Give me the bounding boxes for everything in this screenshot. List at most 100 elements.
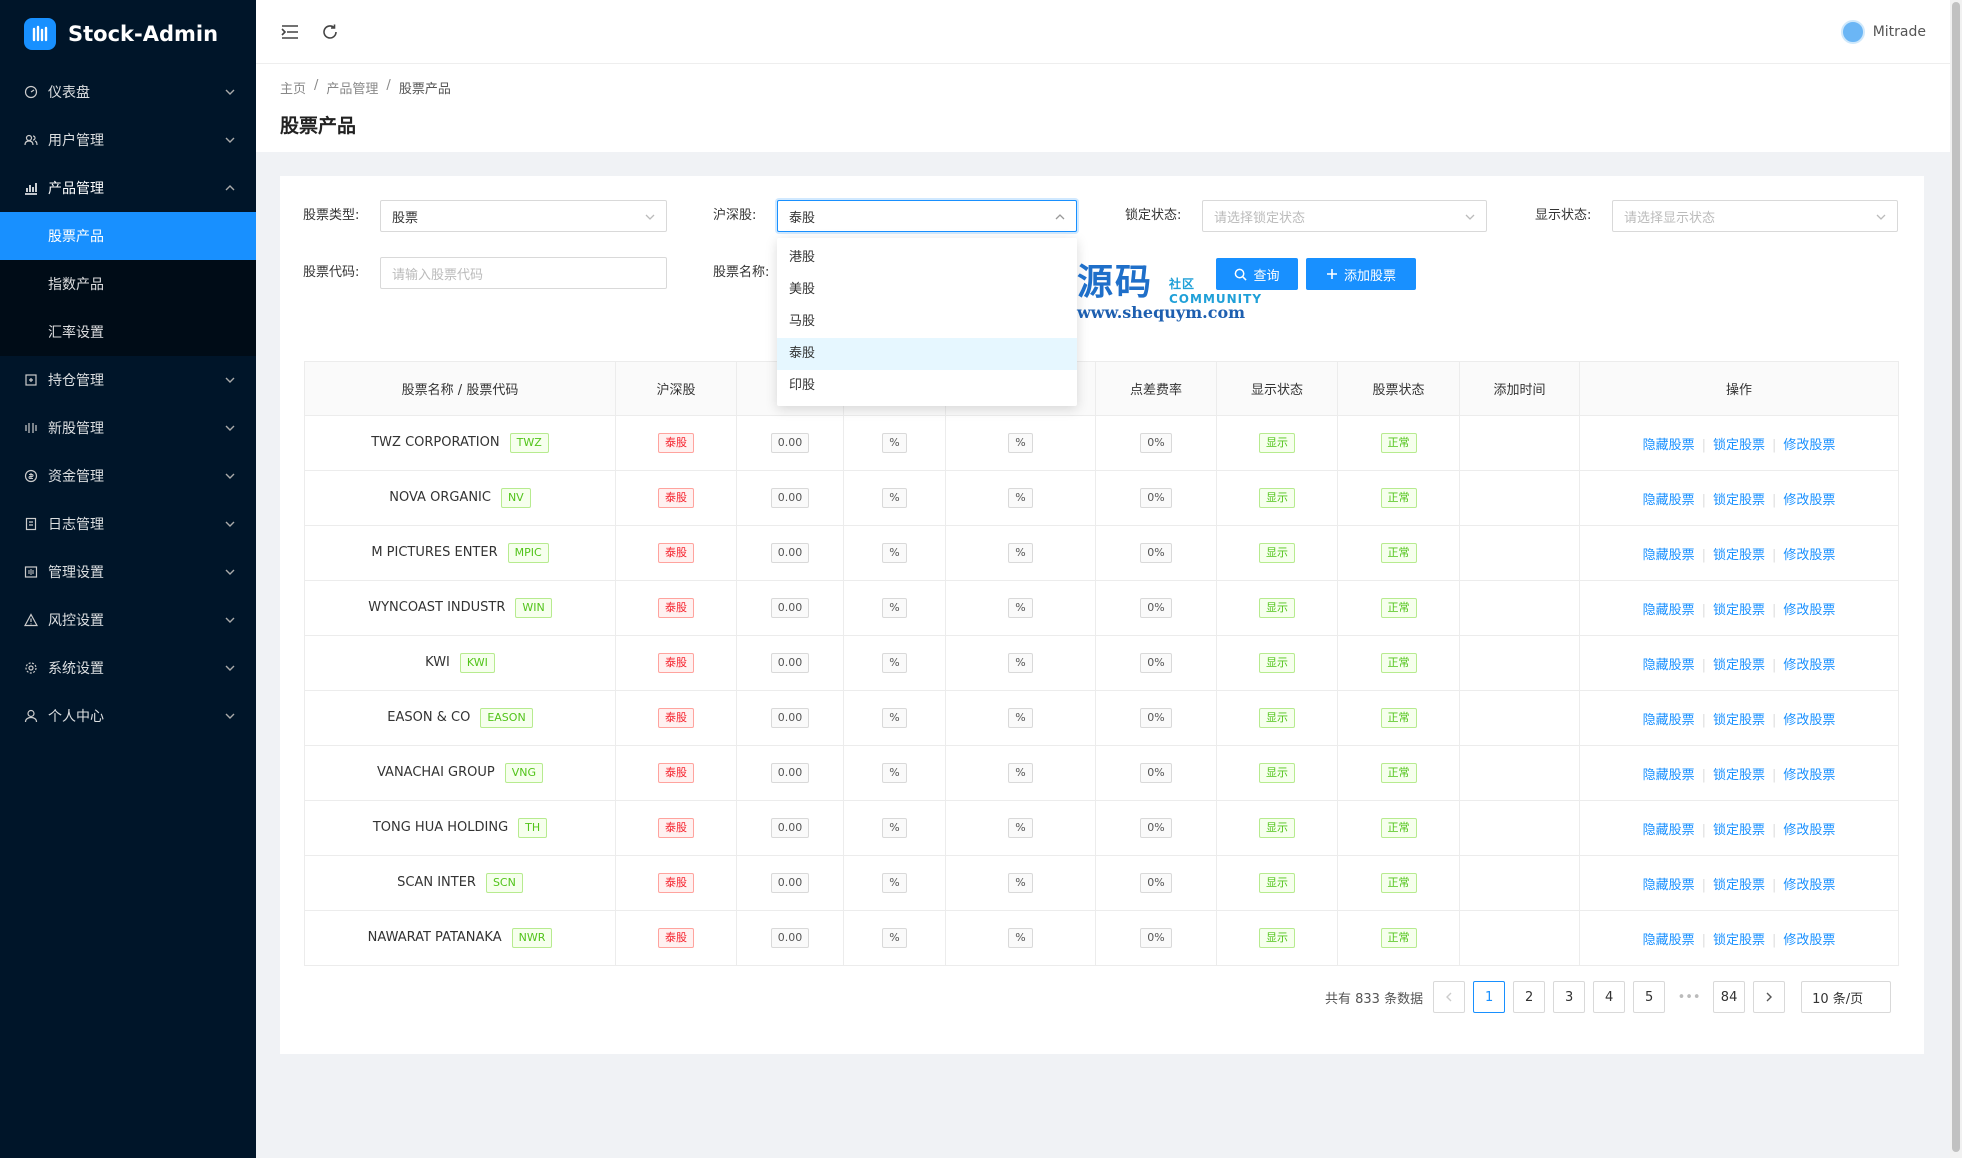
stock-type-select[interactable]: 股票 <box>380 200 667 232</box>
cell-value: 0.00 <box>736 580 844 636</box>
hide-stock-link[interactable]: 隐藏股票 <box>1642 712 1695 728</box>
hide-stock-link[interactable]: 隐藏股票 <box>1642 657 1695 673</box>
chevron-down-icon <box>225 473 235 479</box>
sidebar: Stock-Admin 仪表盘 用户管理 产品管理 股票产品指数产品汇率设置持仓管理新… <box>0 0 256 1158</box>
edit-stock-link[interactable]: 修改股票 <box>1783 492 1836 508</box>
pct-tag: % <box>1008 708 1033 728</box>
spread-tag: 0% <box>1140 543 1172 563</box>
edit-stock-link[interactable]: 修改股票 <box>1783 932 1836 948</box>
lock-stock-link[interactable]: 锁定股票 <box>1712 602 1765 618</box>
page-button-last[interactable]: 84 <box>1713 981 1746 1013</box>
spread-tag: 0% <box>1140 818 1172 838</box>
dropdown-option[interactable]: 港股 <box>789 250 816 265</box>
search-button[interactable]: 查询 <box>1216 258 1298 290</box>
hide-stock-link[interactable]: 隐藏股票 <box>1642 547 1695 563</box>
page-ellipsis[interactable]: ••• <box>1673 981 1706 1013</box>
page-button-1[interactable]: 1 <box>1473 981 1506 1013</box>
breadcrumb-product[interactable]: 产品管理 <box>326 82 379 97</box>
market-select[interactable]: 泰股 <box>777 200 1077 232</box>
cell-time <box>1459 910 1580 966</box>
sidebar-item-10[interactable]: 个人中心 <box>0 692 256 740</box>
lock-stock-link[interactable]: 锁定股票 <box>1712 657 1765 673</box>
scrollbar-thumb[interactable] <box>1952 2 1960 1152</box>
edit-stock-link[interactable]: 修改股票 <box>1783 657 1836 673</box>
dropdown-option[interactable]: 美股 <box>789 282 816 297</box>
lock-stock-link[interactable]: 锁定股票 <box>1712 932 1765 948</box>
display-status-tag: 显示 <box>1259 598 1295 618</box>
sidebar-item-5[interactable]: 资金管理 <box>0 452 256 500</box>
user-menu[interactable]: Mitrade <box>1840 20 1926 44</box>
sidebar-subitem-0[interactable]: 股票产品 <box>0 212 256 260</box>
cell-actions: 隐藏股票 | 锁定股票 | 修改股票 <box>1579 910 1899 966</box>
edit-stock-link[interactable]: 修改股票 <box>1783 767 1836 783</box>
cell-pct1: % <box>843 580 946 636</box>
cell-value: 0.00 <box>736 470 844 526</box>
display-status-select[interactable]: 请选择显示状态 <box>1612 200 1898 232</box>
page-button-4[interactable]: 4 <box>1593 981 1626 1013</box>
hide-stock-link[interactable]: 隐藏股票 <box>1642 602 1695 618</box>
sidebar-item-1[interactable]: 用户管理 <box>0 116 256 164</box>
edit-stock-link[interactable]: 修改股票 <box>1783 877 1836 893</box>
scrollbar[interactable] <box>1950 0 1962 1158</box>
next-page-button[interactable] <box>1753 981 1786 1013</box>
hide-stock-link[interactable]: 隐藏股票 <box>1642 877 1695 893</box>
edit-stock-link[interactable]: 修改股票 <box>1783 437 1836 453</box>
hide-stock-link[interactable]: 隐藏股票 <box>1642 822 1695 838</box>
sidebar-item-8[interactable]: 风控设置 <box>0 596 256 644</box>
sidebar-item-2[interactable]: 产品管理 <box>0 164 256 212</box>
cell-spread: 0% <box>1095 525 1217 581</box>
lock-status-select[interactable]: 请选择锁定状态 <box>1202 200 1487 232</box>
edit-stock-link[interactable]: 修改股票 <box>1783 547 1836 563</box>
breadcrumb-home[interactable]: 主页 <box>280 82 307 97</box>
sidebar-item-4[interactable]: 新股管理 <box>0 404 256 452</box>
lock-stock-link[interactable]: 锁定股票 <box>1712 767 1765 783</box>
lock-stock-link[interactable]: 锁定股票 <box>1712 547 1765 563</box>
action-divider: | <box>1772 877 1777 893</box>
display-status-tag: 显示 <box>1259 928 1295 948</box>
spread-tag: 0% <box>1140 763 1172 783</box>
page-button-2[interactable]: 2 <box>1513 981 1546 1013</box>
pct-tag: % <box>1008 488 1033 508</box>
prev-page-button[interactable] <box>1433 981 1466 1013</box>
action-divider: | <box>1772 602 1777 618</box>
sidebar-subitem-1[interactable]: 指数产品 <box>48 277 104 293</box>
cell-actions: 隐藏股票 | 锁定股票 | 修改股票 <box>1579 800 1899 856</box>
value-tag: 0.00 <box>770 708 810 728</box>
sidebar-subitem-2[interactable]: 汇率设置 <box>48 325 104 341</box>
refresh-icon[interactable] <box>318 20 342 44</box>
lock-stock-link[interactable]: 锁定股票 <box>1712 877 1765 893</box>
page-button-3[interactable]: 3 <box>1553 981 1586 1013</box>
edit-stock-link[interactable]: 修改股票 <box>1783 712 1836 728</box>
dropdown-option[interactable]: 马股 <box>789 314 816 329</box>
edit-stock-link[interactable]: 修改股票 <box>1783 602 1836 618</box>
dropdown-option[interactable]: 印股 <box>789 378 816 393</box>
cell-spread: 0% <box>1095 690 1217 746</box>
add-stock-button[interactable]: 添加股票 <box>1306 258 1416 290</box>
dropdown-option-selected[interactable]: 泰股 <box>777 338 1077 370</box>
lock-stock-link[interactable]: 锁定股票 <box>1712 492 1765 508</box>
edit-stock-link[interactable]: 修改股票 <box>1783 822 1836 838</box>
cell-pct2: % <box>945 580 1096 636</box>
sidebar-item-7[interactable]: 管理设置 <box>0 548 256 596</box>
cell-spread: 0% <box>1095 745 1217 801</box>
app-logo[interactable]: Stock-Admin <box>0 0 256 68</box>
pagination: 共有 833 条数据 1 2 3 4 5 ••• 84 10 条/页 <box>1325 981 1892 1013</box>
page-size-select[interactable]: 10 条/页 <box>1801 981 1892 1013</box>
sidebar-item-3[interactable]: 持仓管理 <box>0 356 256 404</box>
hide-stock-link[interactable]: 隐藏股票 <box>1642 932 1695 948</box>
hide-stock-link[interactable]: 隐藏股票 <box>1642 767 1695 783</box>
hide-stock-link[interactable]: 隐藏股票 <box>1642 437 1695 453</box>
display-status-label: 显示状态: <box>1535 208 1592 223</box>
lock-stock-link[interactable]: 锁定股票 <box>1712 437 1765 453</box>
lock-stock-link[interactable]: 锁定股票 <box>1712 822 1765 838</box>
sidebar-item-0[interactable]: 仪表盘 <box>0 68 256 116</box>
display-status-tag: 显示 <box>1259 708 1295 728</box>
lock-stock-link[interactable]: 锁定股票 <box>1712 712 1765 728</box>
menu-fold-icon[interactable] <box>278 20 302 44</box>
stock-name: VANACHAI GROUP <box>376 765 495 780</box>
stock-code-input[interactable]: 请输入股票代码 <box>380 257 667 289</box>
sidebar-item-9[interactable]: 系统设置 <box>0 644 256 692</box>
sidebar-item-6[interactable]: 日志管理 <box>0 500 256 548</box>
hide-stock-link[interactable]: 隐藏股票 <box>1642 492 1695 508</box>
page-button-5[interactable]: 5 <box>1633 981 1666 1013</box>
